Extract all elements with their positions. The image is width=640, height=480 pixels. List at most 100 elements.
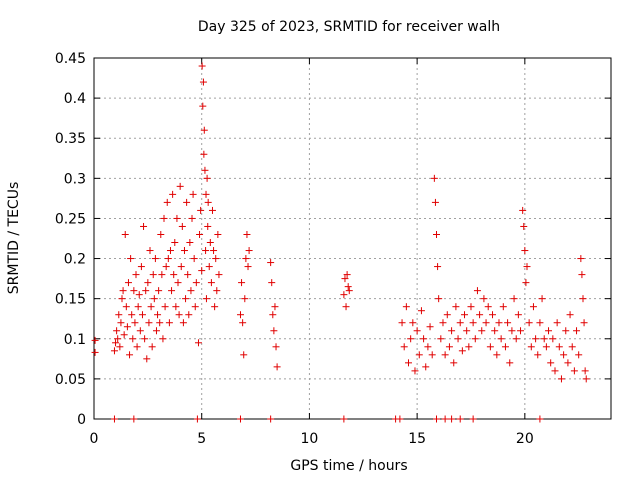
data-point: [510, 295, 518, 303]
data-point: [236, 415, 244, 423]
data-point: [441, 351, 449, 359]
data-point: [273, 363, 281, 371]
data-point: [158, 271, 166, 279]
data-point: [268, 279, 276, 287]
data-point: [342, 303, 350, 311]
data-point: [461, 311, 469, 319]
data-point: [112, 339, 120, 347]
data-point: [522, 279, 530, 287]
data-point: [128, 311, 136, 319]
data-point: [182, 295, 190, 303]
y-axis-label: SRMTID / TECUs: [6, 182, 22, 295]
data-point: [180, 247, 188, 255]
data-point: [514, 311, 522, 319]
y-tick-label: 0.1: [64, 332, 86, 348]
data-point: [269, 311, 277, 319]
data-point: [272, 343, 280, 351]
grid: [94, 58, 611, 419]
y-tick-label: 0.05: [55, 372, 86, 388]
data-point: [177, 263, 185, 271]
data-point: [465, 343, 473, 351]
data-point: [199, 78, 207, 86]
data-point: [501, 343, 509, 351]
data-point: [187, 287, 195, 295]
data-point: [441, 415, 449, 423]
data-point: [536, 319, 544, 327]
data-point: [142, 287, 150, 295]
data-point: [435, 295, 443, 303]
data-point: [191, 303, 199, 311]
data-point: [267, 415, 275, 423]
data-point: [495, 319, 503, 327]
data-point: [433, 230, 441, 238]
data-point: [433, 415, 441, 423]
data-point: [193, 415, 201, 423]
data-point: [210, 247, 218, 255]
data-point: [431, 198, 439, 206]
data-point: [340, 291, 348, 299]
x-tick-label: 20: [516, 431, 534, 447]
data-point: [179, 319, 187, 327]
data-point: [148, 343, 156, 351]
data-point: [493, 351, 501, 359]
data-point: [240, 351, 248, 359]
data-point: [174, 279, 182, 287]
data-point: [186, 239, 194, 247]
data-point: [420, 335, 428, 343]
data-point: [471, 335, 479, 343]
y-tick-label: 0.3: [64, 171, 86, 187]
data-point: [456, 319, 464, 327]
data-point: [138, 311, 146, 319]
data-point: [454, 335, 462, 343]
data-point: [519, 206, 527, 214]
data-point: [564, 359, 572, 367]
data-point: [154, 311, 162, 319]
data-point: [168, 287, 176, 295]
data-point: [183, 198, 191, 206]
chart-title: Day 325 of 2023, SRMTID for receiver wal…: [198, 19, 500, 35]
data-point: [166, 247, 174, 255]
y-tick-label: 0.25: [55, 211, 86, 227]
data-point: [162, 263, 170, 271]
axis-ticks: 0 0.05 0.1 0.15 0.2 0.25 0.3 0.35 0.4 0.45 0 5 10 15 2…: [55, 51, 611, 447]
data-point: [396, 415, 404, 423]
data-point: [151, 255, 159, 263]
data-point: [341, 275, 349, 283]
data-point: [580, 319, 588, 327]
data-point: [131, 319, 139, 327]
data-point: [439, 319, 447, 327]
y-tick-label: 0: [77, 412, 86, 428]
data-point: [171, 239, 179, 247]
data-point: [205, 263, 213, 271]
data-point: [417, 307, 425, 315]
data-point: [573, 327, 581, 335]
x-tick-label: 15: [408, 431, 426, 447]
data-point: [215, 271, 223, 279]
data-point: [190, 255, 198, 263]
data-point: [578, 271, 586, 279]
data-point: [192, 279, 200, 287]
data-point: [159, 335, 167, 343]
data-point: [512, 335, 520, 343]
data-point: [499, 303, 507, 311]
data-point: [157, 230, 165, 238]
data-point: [424, 343, 432, 351]
data-point: [437, 335, 445, 343]
data-point: [136, 327, 144, 335]
data-point: [344, 283, 352, 291]
data-point: [484, 303, 492, 311]
data-point: [476, 311, 484, 319]
x-tick-label: 0: [90, 431, 99, 447]
data-point: [523, 263, 531, 271]
data-point: [134, 303, 142, 311]
data-point: [140, 222, 148, 230]
data-point: [117, 319, 125, 327]
data-point: [340, 415, 348, 423]
data-point: [135, 291, 143, 299]
data-point: [119, 287, 127, 295]
data-point: [482, 319, 490, 327]
data-point: [540, 335, 548, 343]
data-point: [118, 295, 126, 303]
data-point: [130, 287, 138, 295]
